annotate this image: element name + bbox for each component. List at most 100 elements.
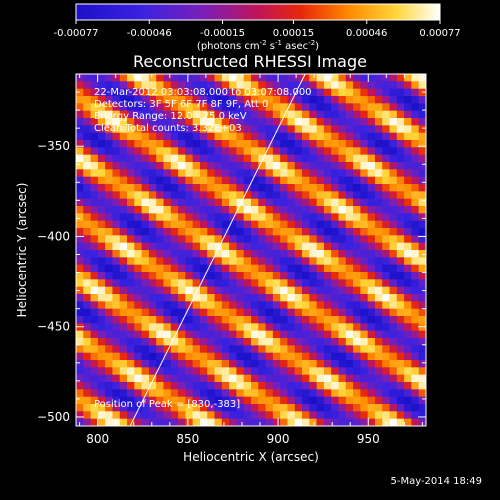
- heatmap-cell: [192, 125, 201, 134]
- heatmap-cell: [389, 118, 398, 126]
- heatmap-cell: [127, 308, 135, 317]
- heatmap-cell: [243, 88, 252, 97]
- heatmap-cell: [229, 191, 238, 200]
- heatmap-cell: [185, 88, 194, 97]
- heatmap-cell: [396, 191, 405, 200]
- heatmap-cell: [141, 264, 150, 273]
- heatmap-cell: [141, 338, 150, 346]
- heatmap-cell: [236, 191, 245, 200]
- heatmap-cell: [272, 389, 281, 398]
- colorbar: [75, 3, 441, 21]
- heatmap-cell: [134, 169, 143, 178]
- heatmap-cell: [338, 374, 347, 383]
- heatmap-cell: [199, 235, 208, 244]
- heatmap-cell: [389, 74, 398, 82]
- heatmap-cell: [280, 103, 289, 112]
- heatmap-cell: [396, 132, 405, 141]
- heatmap-cell: [272, 367, 281, 376]
- heatmap-cell: [83, 330, 92, 339]
- heatmap-cell: [287, 162, 296, 170]
- heatmap-cell: [236, 404, 245, 412]
- heatmap-cell: [185, 404, 194, 412]
- heatmap-cell: [382, 162, 391, 170]
- heatmap-cell: [243, 330, 252, 339]
- heatmap-cell: [112, 345, 121, 354]
- heatmap-cell: [105, 154, 114, 163]
- heatmap-cell: [148, 396, 157, 405]
- heatmap-cell: [331, 147, 340, 156]
- heatmap-cell: [411, 418, 420, 426]
- heatmap-cell: [112, 389, 121, 398]
- heatmap-cell: [243, 279, 252, 288]
- heatmap-cell: [105, 286, 114, 295]
- heatmap-cell: [302, 198, 310, 207]
- heatmap-cell: [134, 396, 143, 405]
- heatmap-cell: [148, 96, 157, 104]
- heatmap-cell: [76, 184, 84, 192]
- heatmap-cell: [404, 382, 413, 390]
- heatmap-cell: [185, 140, 194, 148]
- colorbar-tick-label: -0.00077: [54, 28, 99, 39]
- heatmap-cell: [170, 396, 179, 405]
- heatmap-cell: [229, 301, 238, 310]
- heatmap-cell: [127, 162, 135, 170]
- heatmap-cell: [396, 396, 405, 405]
- heatmap-cell: [258, 184, 267, 192]
- heatmap-cell: [323, 184, 332, 192]
- heatmap-cell: [76, 125, 84, 134]
- heatmap-cell: [338, 338, 347, 346]
- heatmap-cell: [141, 396, 150, 405]
- heatmap-cell: [170, 154, 179, 163]
- heatmap-cell: [360, 184, 369, 192]
- heatmap-cell: [76, 147, 84, 156]
- heatmap-cell: [97, 228, 106, 236]
- heatmap-cell: [119, 264, 128, 273]
- heatmap-cell: [221, 198, 230, 207]
- heatmap-cell: [382, 235, 391, 244]
- heatmap-cell: [178, 220, 186, 229]
- heatmap-cell: [236, 169, 245, 178]
- heatmap-cell: [345, 250, 354, 258]
- heatmap-cell: [251, 360, 259, 368]
- heatmap-cell: [309, 147, 318, 156]
- heatmap-cell: [316, 352, 325, 361]
- heatmap-cell: [236, 360, 245, 368]
- heatmap-cell: [134, 382, 143, 390]
- heatmap-cell: [367, 257, 376, 266]
- heatmap-cell: [411, 191, 420, 200]
- heatmap-cell: [185, 367, 194, 376]
- heatmap-cell: [345, 191, 354, 200]
- heatmap-cell: [76, 374, 84, 383]
- heatmap-cell: [236, 374, 245, 383]
- heatmap-cell: [411, 154, 420, 163]
- heatmap-cell: [148, 279, 157, 288]
- heatmap-cell: [229, 411, 238, 420]
- heatmap-cell: [294, 279, 303, 288]
- heatmap-cell: [302, 308, 310, 317]
- heatmap-cell: [141, 308, 150, 317]
- heatmap-cell: [258, 382, 267, 390]
- heatmap-cell: [411, 308, 420, 317]
- heatmap-cell: [119, 162, 128, 170]
- heatmap-cell: [404, 272, 413, 280]
- heatmap-cell: [185, 242, 194, 251]
- heatmap-cell: [316, 367, 325, 376]
- heatmap-cell: [338, 411, 347, 420]
- heatmap-cell: [272, 206, 281, 214]
- heatmap-cell: [382, 308, 391, 317]
- heatmap-cell: [316, 338, 325, 346]
- heatmap-cell: [280, 374, 289, 383]
- heatmap-cell: [294, 169, 303, 178]
- heatmap-cell: [199, 147, 208, 156]
- heatmap-cell: [156, 176, 165, 185]
- heatmap-cell: [207, 411, 216, 420]
- heatmap-cell: [83, 279, 92, 288]
- heatmap-cell: [178, 338, 186, 346]
- heatmap-cell: [214, 132, 223, 141]
- heatmap-cell: [243, 272, 252, 280]
- heatmap-cell: [280, 169, 289, 178]
- heatmap-cell: [382, 323, 391, 332]
- heatmap-cell: [112, 286, 121, 295]
- heatmap-cell: [272, 323, 281, 332]
- heatmap-cell: [90, 411, 99, 420]
